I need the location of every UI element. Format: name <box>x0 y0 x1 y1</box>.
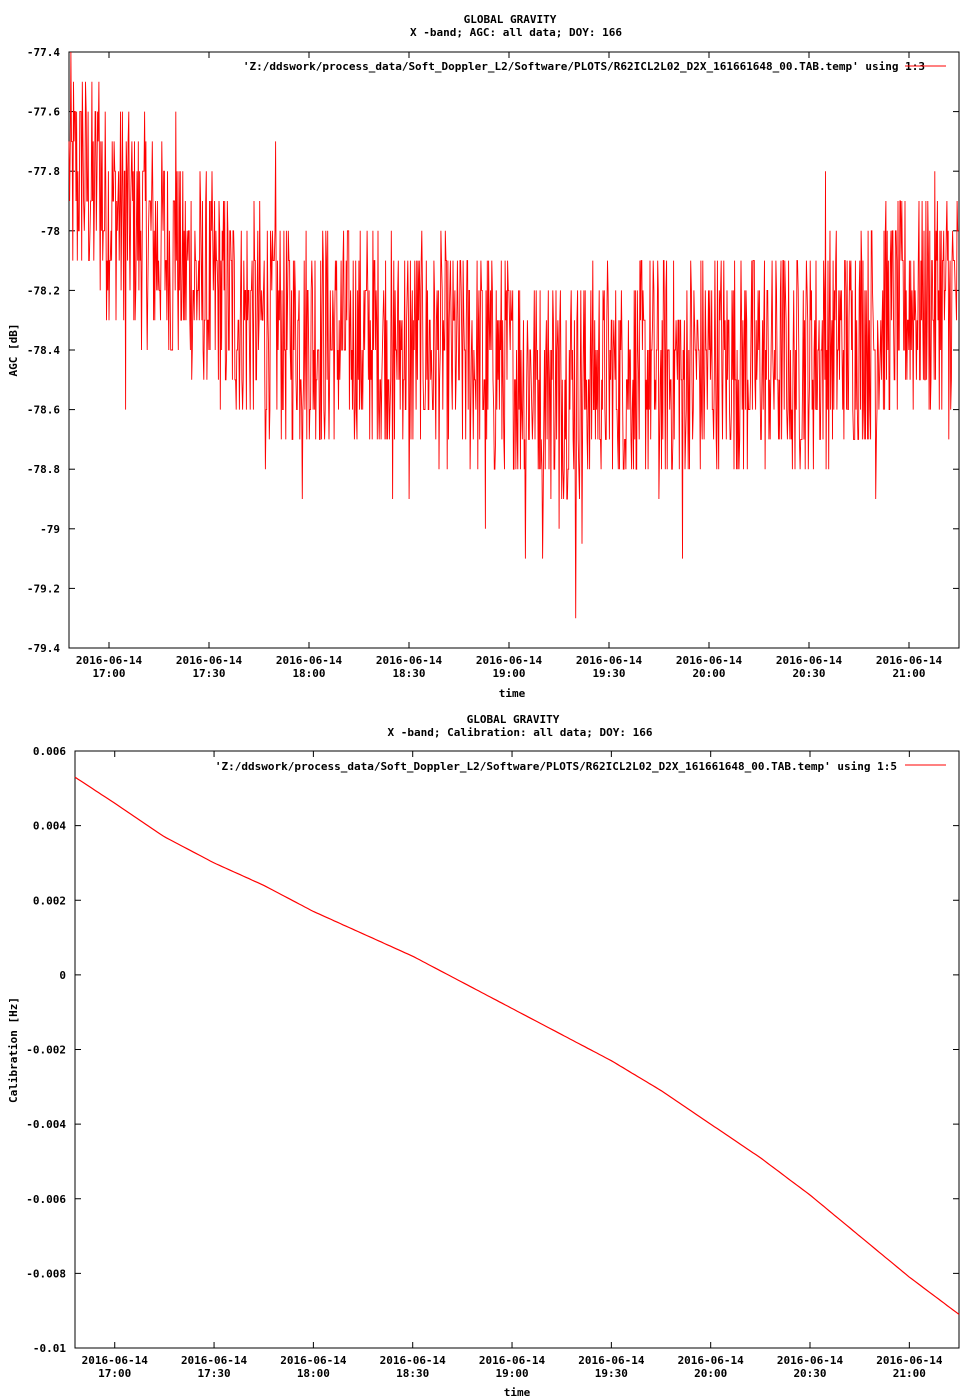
y-tick-label: -78 <box>40 225 60 238</box>
chart1-y-ticks: -77.4 -77.6 -77.8 -78 -78.2 -78.4 -78.6 -78.8 -7… <box>27 46 959 655</box>
x-tick-time: 19:00 <box>492 667 525 680</box>
y-tick-label: 0 <box>59 969 66 982</box>
chart1-series <box>68 51 959 619</box>
agc-series-line <box>68 51 959 619</box>
x-tick-time: 19:30 <box>592 667 625 680</box>
chart2-series <box>74 776 960 1315</box>
x-tick-time: 17:30 <box>197 1367 230 1380</box>
chart2-legend-label: 'Z:/ddswork/process_data/Soft_Doppler_L2… <box>215 760 897 773</box>
chart2-y-label: Calibration [Hz] <box>7 997 20 1103</box>
x-tick-date: 2016-06-14 <box>376 654 443 667</box>
x-tick-date: 2016-06-14 <box>276 654 343 667</box>
chart1-x-label: time <box>499 687 526 700</box>
chart1-legend-label: 'Z:/ddswork/process_data/Soft_Doppler_L2… <box>243 60 925 73</box>
calibration-chart: GLOBAL GRAVITY X -band; Calibration: all… <box>7 713 960 1399</box>
y-tick-label: 0.004 <box>33 820 66 833</box>
x-tick-date: 2016-06-14 <box>380 1354 447 1367</box>
y-tick-label: -78.6 <box>27 404 60 417</box>
y-tick-label: -77.6 <box>27 106 60 119</box>
chart2-subtitle: X -band; Calibration: all data; DOY: 166 <box>388 726 653 739</box>
x-tick-date: 2016-06-14 <box>676 654 743 667</box>
x-tick-time: 20:30 <box>792 667 825 680</box>
x-tick-time: 20:30 <box>793 1367 826 1380</box>
x-tick-date: 2016-06-14 <box>578 1354 645 1367</box>
x-tick-time: 19:00 <box>495 1367 528 1380</box>
x-tick-date: 2016-06-14 <box>280 1354 347 1367</box>
x-tick-date: 2016-06-14 <box>777 1354 844 1367</box>
x-tick-time: 20:00 <box>692 667 725 680</box>
y-tick-label: -0.006 <box>26 1193 66 1206</box>
y-tick-label: -78.8 <box>27 463 60 476</box>
x-tick-date: 2016-06-14 <box>876 654 943 667</box>
y-tick-label: -77.8 <box>27 165 60 178</box>
chart1-y-label: AGC [dB] <box>7 324 20 377</box>
x-tick-date: 2016-06-14 <box>76 654 143 667</box>
x-tick-time: 19:30 <box>595 1367 628 1380</box>
y-tick-label: -79 <box>40 523 60 536</box>
x-tick-time: 17:00 <box>92 667 125 680</box>
agc-chart: GLOBAL GRAVITY X -band; AGC: all data; D… <box>7 13 960 700</box>
y-tick-label: -0.002 <box>26 1044 66 1057</box>
x-tick-date: 2016-06-14 <box>82 1354 149 1367</box>
y-tick-label: -0.01 <box>33 1342 66 1355</box>
x-tick-time: 17:30 <box>192 667 225 680</box>
y-tick-label: -78.2 <box>27 284 60 297</box>
x-tick-date: 2016-06-14 <box>176 654 243 667</box>
chart2-y-ticks: 0.006 0.004 0.002 0 -0.002 -0.004 -0.006 -0.008… <box>26 745 959 1355</box>
x-tick-date: 2016-06-14 <box>479 1354 546 1367</box>
y-tick-label: -0.008 <box>26 1267 66 1280</box>
chart2-x-ticks: 2016-06-1417:002016-06-1417:302016-06-14… <box>82 751 943 1380</box>
x-tick-time: 21:00 <box>893 1367 926 1380</box>
chart2-x-label: time <box>504 1386 531 1399</box>
x-tick-time: 20:00 <box>694 1367 727 1380</box>
chart1-title: GLOBAL GRAVITY <box>464 13 557 26</box>
x-tick-time: 21:00 <box>892 667 925 680</box>
y-tick-label: -77.4 <box>27 46 60 59</box>
chart1-subtitle: X -band; AGC: all data; DOY: 166 <box>410 26 622 39</box>
chart1-x-ticks: 2016-06-1417:002016-06-1417:302016-06-14… <box>76 52 943 680</box>
y-tick-label: -79.4 <box>27 642 60 655</box>
chart2-title: GLOBAL GRAVITY <box>467 713 560 726</box>
y-tick-label: 0.006 <box>33 745 66 758</box>
x-tick-date: 2016-06-14 <box>576 654 643 667</box>
x-tick-time: 18:00 <box>292 667 325 680</box>
x-tick-time: 17:00 <box>98 1367 131 1380</box>
chart2-plot-frame <box>74 750 960 1349</box>
calibration-series-line <box>74 776 960 1315</box>
x-tick-date: 2016-06-14 <box>476 654 543 667</box>
x-tick-date: 2016-06-14 <box>678 1354 745 1367</box>
y-tick-label: -0.004 <box>26 1118 66 1131</box>
x-tick-time: 18:30 <box>392 667 425 680</box>
x-tick-date: 2016-06-14 <box>776 654 843 667</box>
y-tick-label: -78.4 <box>27 344 60 357</box>
x-tick-time: 18:30 <box>396 1367 429 1380</box>
y-tick-label: -79.2 <box>27 582 60 595</box>
x-tick-time: 18:00 <box>297 1367 330 1380</box>
x-tick-date: 2016-06-14 <box>181 1354 248 1367</box>
y-tick-label: 0.002 <box>33 894 66 907</box>
x-tick-date: 2016-06-14 <box>876 1354 943 1367</box>
